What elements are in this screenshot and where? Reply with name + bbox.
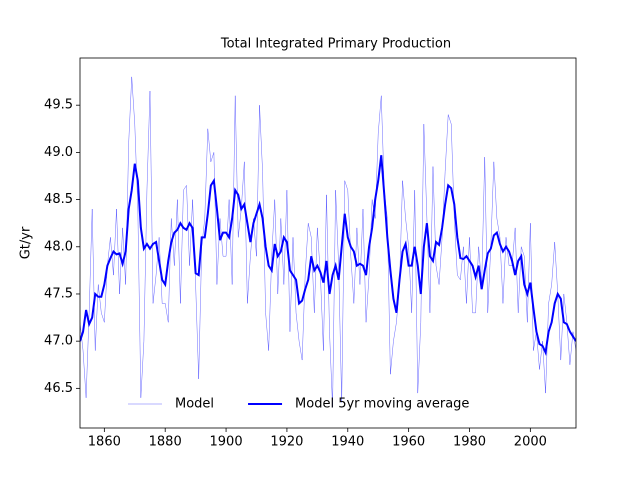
y-tick-label: 46.5 bbox=[44, 381, 73, 396]
x-tick-label: 1980 bbox=[453, 435, 486, 450]
x-tick-label: 1900 bbox=[210, 435, 243, 450]
x-tick-label: 1880 bbox=[149, 435, 182, 450]
legend-label: Model bbox=[175, 397, 214, 412]
y-tick-label: 48.5 bbox=[44, 192, 73, 207]
y-tick-label: 49.5 bbox=[44, 98, 73, 113]
y-axis-label: Gt/yr bbox=[19, 226, 34, 259]
series-line bbox=[80, 155, 576, 356]
x-tick-label: 1920 bbox=[270, 435, 303, 450]
axes-frame bbox=[79, 57, 577, 429]
y-tick-label: 47.5 bbox=[44, 286, 73, 301]
series-line bbox=[80, 76, 576, 408]
x-tick-label: 1960 bbox=[392, 435, 425, 450]
x-tick-label: 2000 bbox=[514, 435, 547, 450]
x-tick-label: 1860 bbox=[88, 435, 121, 450]
y-tick-label: 48.0 bbox=[44, 239, 73, 254]
chart-title: Total Integrated Primary Production bbox=[220, 37, 451, 52]
legend-label: Model 5yr moving average bbox=[295, 397, 469, 412]
x-tick-label: 1940 bbox=[331, 435, 364, 450]
y-tick-label: 49.0 bbox=[44, 145, 73, 160]
y-tick-label: 47.0 bbox=[44, 334, 73, 349]
